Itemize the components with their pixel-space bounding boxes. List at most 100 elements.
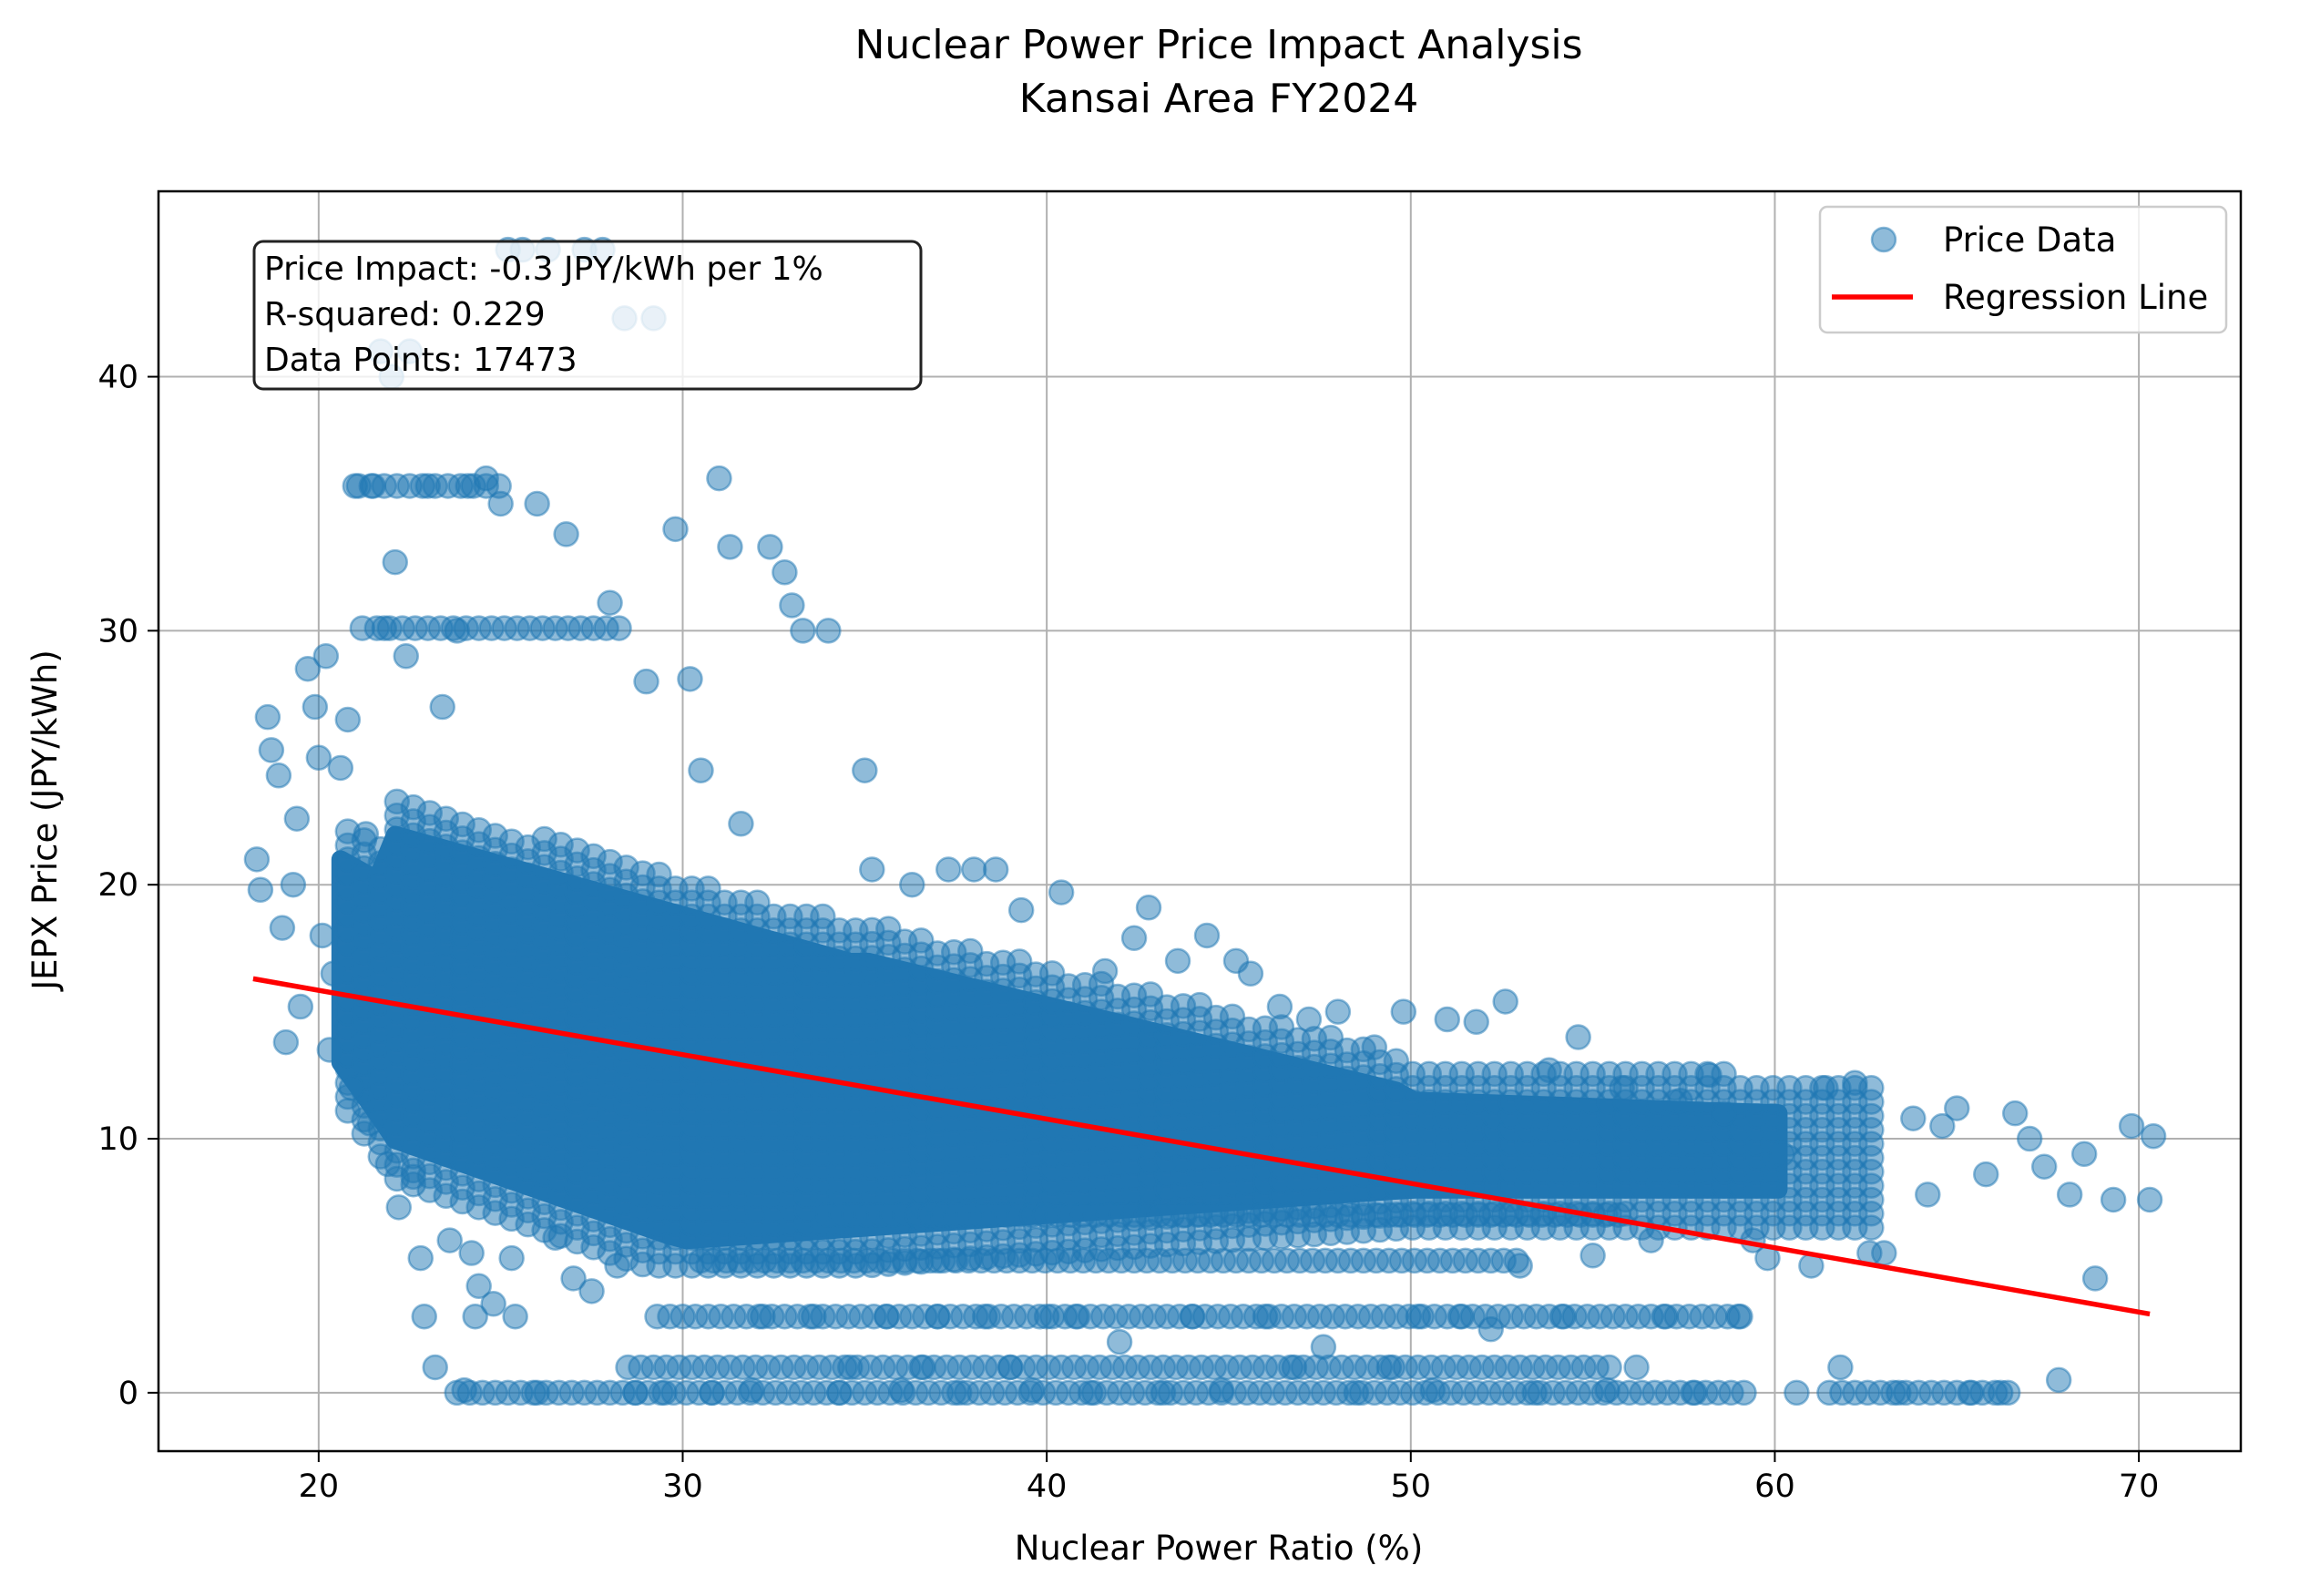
scatter-point xyxy=(779,592,805,619)
scatter-point xyxy=(524,1379,550,1407)
scatter-point xyxy=(1565,1024,1591,1050)
scatter-point xyxy=(2045,1366,2072,1394)
scatter-point xyxy=(1521,1379,1548,1407)
scatter-point xyxy=(247,876,274,904)
scatter-point xyxy=(382,548,409,576)
scatter-point xyxy=(1150,1379,1177,1407)
scatter-point xyxy=(465,1273,492,1300)
scatter-point xyxy=(935,856,962,883)
scatter-point xyxy=(269,915,296,941)
scatter-point xyxy=(2118,1112,2145,1140)
scatter-point xyxy=(305,744,332,772)
scatter-point xyxy=(414,473,441,499)
annotation-frame xyxy=(252,240,923,391)
scatter-point xyxy=(910,1354,936,1381)
scatter-point xyxy=(801,1303,827,1330)
scatter-point xyxy=(946,1379,973,1407)
scatter-point xyxy=(400,1163,427,1191)
scatter-point xyxy=(1091,957,1119,985)
x-tick-label: 40 xyxy=(1027,1468,1068,1505)
annotation-line-2: R-squared: 0.229 xyxy=(264,296,546,333)
scatter-point xyxy=(1135,895,1162,921)
scatter-point xyxy=(1281,1354,1308,1381)
scatter-point xyxy=(888,1376,915,1404)
scatter-point xyxy=(1886,1379,1912,1407)
scatter-point xyxy=(1390,998,1417,1025)
scatter-point xyxy=(1827,1354,1854,1381)
scatter-point xyxy=(757,534,783,560)
scatter-point xyxy=(353,821,380,847)
scatter-point xyxy=(302,693,329,721)
scatter-point xyxy=(2081,1265,2109,1292)
scatter-point xyxy=(1208,1376,1235,1404)
scatter-point xyxy=(1492,988,1518,1015)
scatter-point xyxy=(1448,1303,1475,1330)
scatter-density-band xyxy=(331,473,2021,1407)
scatter-point xyxy=(1120,925,1148,952)
scatter-point xyxy=(852,757,878,783)
scatter-point xyxy=(1725,1303,1752,1330)
scatter-point xyxy=(265,762,292,789)
scatter-point xyxy=(1193,922,1221,949)
scatter-point xyxy=(646,861,672,888)
scatter-point xyxy=(444,618,470,644)
y-tick-label: 20 xyxy=(97,867,138,904)
scatter-point xyxy=(1944,1095,1970,1121)
scatter-point xyxy=(2140,1123,2167,1150)
scatter-point xyxy=(294,655,322,682)
scatter-point xyxy=(699,1379,725,1407)
scatter-point xyxy=(1929,1112,1956,1140)
scatter-point xyxy=(1696,1062,1722,1089)
scatter-point xyxy=(1266,993,1293,1020)
scatter-point xyxy=(360,473,387,499)
x-tick-label: 60 xyxy=(1754,1468,1795,1505)
scatter-point xyxy=(2016,1125,2043,1152)
y-tick-label: 0 xyxy=(118,1376,138,1412)
scatter-point xyxy=(1594,1376,1620,1404)
x-tick-label: 70 xyxy=(2119,1468,2160,1505)
scatter-point xyxy=(662,516,689,543)
scatter-point xyxy=(243,846,271,873)
scatter-point xyxy=(2030,1153,2058,1180)
x-tick-label: 50 xyxy=(1391,1468,1432,1505)
scatter-point xyxy=(309,922,336,949)
chart-title: Nuclear Power Price Impact Analysis xyxy=(854,22,1582,68)
scatter-point xyxy=(524,490,550,517)
scatter-point xyxy=(1958,1379,1985,1407)
scatter-point xyxy=(374,1151,402,1178)
y-tick-label: 10 xyxy=(97,1121,138,1158)
scatter-point xyxy=(1972,1161,1999,1188)
scatter-point xyxy=(790,618,816,644)
legend-marker-price-data xyxy=(1870,226,1897,253)
scatter-point xyxy=(826,1379,853,1407)
y-tick-label: 40 xyxy=(97,360,138,396)
scatter-point xyxy=(1682,1379,1708,1407)
scatter-point xyxy=(1769,1141,1795,1168)
scatter-point xyxy=(2136,1186,2163,1213)
scatter-point xyxy=(1375,1354,1403,1381)
scatter-point xyxy=(899,871,925,898)
scatter-point xyxy=(1310,1334,1337,1360)
scatter-point xyxy=(1324,998,1352,1025)
scatter-point xyxy=(604,1253,630,1279)
scatter-point xyxy=(320,960,347,987)
scatter-point xyxy=(338,1075,365,1101)
scatter-point xyxy=(578,1278,605,1304)
scatter-point xyxy=(1842,1069,1868,1096)
scatter-point xyxy=(1784,1379,1810,1407)
scatter-point xyxy=(1652,1303,1679,1330)
scatter-point xyxy=(429,693,455,721)
scatter-point xyxy=(1731,1379,1757,1407)
scatter-point xyxy=(651,1379,678,1407)
scatter-point xyxy=(1237,960,1264,987)
scatter-point xyxy=(393,643,420,670)
x-tick-label: 30 xyxy=(662,1468,703,1505)
x-axis: 20 30 40 50 60 70 xyxy=(299,1451,2160,1505)
scatter-series xyxy=(243,236,2167,1407)
scatter-point xyxy=(1077,1379,1104,1407)
scatter-point xyxy=(1048,879,1075,905)
annotation-box: Price Impact: -0.3 JPY/kWh per 1% R-squa… xyxy=(252,240,923,391)
scatter-point xyxy=(1579,1243,1606,1269)
scatter-point xyxy=(1813,1075,1839,1101)
